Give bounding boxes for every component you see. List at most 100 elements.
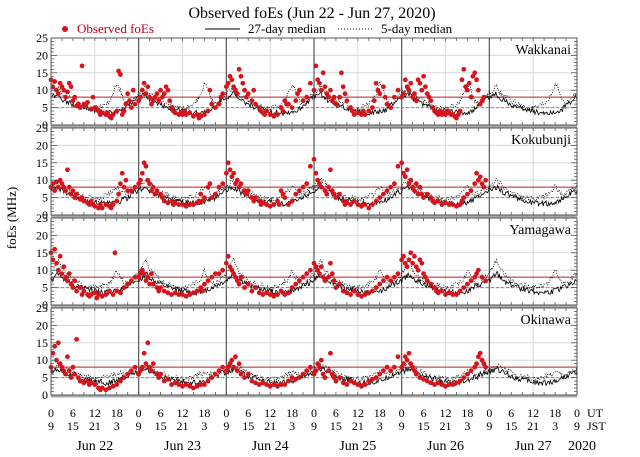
x-tick-label-jst: 9 xyxy=(574,419,580,433)
observed-point xyxy=(132,184,138,190)
observed-point xyxy=(223,170,229,176)
observed-point xyxy=(399,160,405,166)
observed-point xyxy=(121,375,127,380)
observed-point xyxy=(216,271,222,277)
observed-point xyxy=(450,202,456,207)
observed-point xyxy=(351,288,357,294)
observed-point xyxy=(421,195,426,201)
observed-point xyxy=(154,91,160,97)
observed-point xyxy=(81,198,87,204)
observed-point xyxy=(220,364,226,370)
legend-27day-label: 27-day median xyxy=(248,21,326,36)
x-tick-label-ut: 0 xyxy=(399,406,405,420)
observed-point xyxy=(307,267,313,273)
observed-point xyxy=(366,108,372,114)
x-tick-label-ut: 6 xyxy=(421,406,427,420)
observed-point xyxy=(161,198,167,204)
observed-point xyxy=(198,191,204,197)
median-27day-line xyxy=(50,184,578,208)
x-tick-label-ut: 18 xyxy=(549,406,561,420)
panel-kokubunji: 0 5 10 15 20 25 Kokubunji xyxy=(36,121,578,222)
observed-point xyxy=(233,354,238,360)
observed-point xyxy=(79,63,85,69)
observed-point xyxy=(92,203,98,209)
x-tick-label-ut: 6 xyxy=(70,406,76,420)
day-label: Jun 25 xyxy=(339,439,376,454)
observed-point xyxy=(176,292,182,297)
observed-point xyxy=(209,274,215,280)
observed-point xyxy=(139,170,145,176)
observed-point xyxy=(187,383,193,389)
observed-point xyxy=(344,382,350,387)
x-tick-label-jst: 9 xyxy=(311,419,317,433)
observed-point xyxy=(300,184,306,190)
observed-point xyxy=(468,278,474,284)
observed-point xyxy=(158,371,163,377)
y-tick-label: 25 xyxy=(36,121,48,135)
observed-point xyxy=(191,113,196,119)
observed-point xyxy=(72,278,78,284)
observed-point xyxy=(249,98,255,104)
observed-point xyxy=(125,91,131,97)
observed-point xyxy=(245,91,251,97)
observed-point xyxy=(280,108,286,114)
observed-point xyxy=(99,385,105,391)
observed-point xyxy=(282,195,288,201)
observed-point xyxy=(388,368,394,374)
observed-point xyxy=(172,200,178,206)
observed-point xyxy=(454,203,459,209)
observed-point xyxy=(366,205,372,211)
observed-point xyxy=(187,292,193,297)
observed-point xyxy=(202,112,207,117)
y-tick-label: 5 xyxy=(42,281,48,295)
observed-point xyxy=(72,94,78,100)
observed-point xyxy=(439,382,445,387)
legend-observed-marker xyxy=(62,26,68,32)
observed-point xyxy=(377,371,383,377)
station-label: Wakkanai xyxy=(515,43,571,58)
observed-point xyxy=(271,293,277,299)
observed-point xyxy=(194,288,200,294)
observed-point xyxy=(63,94,69,100)
observed-point xyxy=(307,163,313,169)
x-tick-label-jst: 3 xyxy=(201,419,207,433)
observed-point xyxy=(229,357,235,363)
observed-point xyxy=(70,364,76,370)
observed-point xyxy=(337,191,342,197)
observed-point xyxy=(260,292,266,297)
observed-point xyxy=(275,292,280,297)
observed-point xyxy=(333,378,339,384)
observed-point xyxy=(417,184,423,190)
x-tick-label-jst: 9 xyxy=(48,419,54,433)
observed-point xyxy=(128,368,134,374)
observed-point xyxy=(138,177,143,183)
observed-point xyxy=(161,288,167,294)
observed-point xyxy=(293,98,299,104)
observed-point xyxy=(307,80,313,86)
observed-point xyxy=(307,364,313,370)
x-tick-label-ut: 18 xyxy=(286,406,298,420)
observed-point xyxy=(370,288,375,294)
observed-point xyxy=(183,382,189,387)
observed-point xyxy=(406,257,412,263)
observed-point xyxy=(318,357,324,363)
observed-point xyxy=(141,271,147,277)
observed-point xyxy=(366,290,372,296)
observed-point xyxy=(118,290,123,296)
year-label: 2020 xyxy=(568,439,596,454)
observed-point xyxy=(165,87,171,93)
observed-point xyxy=(264,290,269,296)
observed-point xyxy=(328,260,333,266)
observed-point xyxy=(147,181,153,187)
observed-point xyxy=(417,80,423,86)
observed-point xyxy=(313,63,319,69)
observed-point xyxy=(72,371,78,377)
y-tick-label: 25 xyxy=(36,31,48,45)
observed-point xyxy=(289,285,295,290)
observed-point xyxy=(267,292,273,297)
ut-label: UT xyxy=(587,406,604,420)
chart-title: Observed foEs (Jun 22 - Jun 27, 2020) xyxy=(188,5,435,22)
observed-point xyxy=(474,170,479,176)
observed-point xyxy=(474,361,479,367)
observed-point xyxy=(114,108,120,114)
